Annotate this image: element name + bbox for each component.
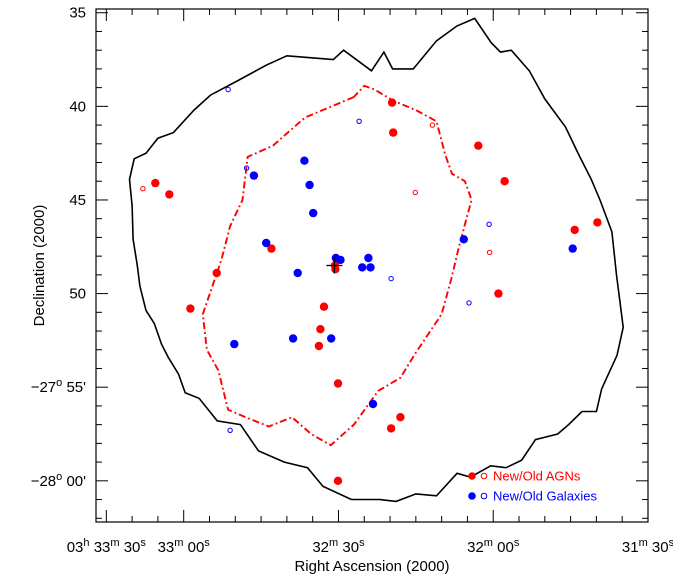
y-tick-label: −27o 55' xyxy=(31,377,86,396)
new-galaxies-point xyxy=(336,255,345,265)
new-galaxies-point xyxy=(368,399,378,409)
new-galaxies-point xyxy=(366,263,375,272)
x-axis-title: Right Ascension (2000) xyxy=(294,558,449,575)
new-galaxies-point xyxy=(305,180,314,190)
old-agns-point xyxy=(429,122,436,128)
new-agns-point xyxy=(319,302,329,311)
data-points xyxy=(140,86,602,485)
new-agns-point xyxy=(151,178,160,188)
old-galaxies-point xyxy=(388,275,394,282)
field-center-cross xyxy=(326,257,343,274)
y-tick-label: 35 xyxy=(69,5,86,22)
plot-frame xyxy=(95,8,649,523)
new-galaxies-point xyxy=(249,171,259,180)
new-agns-point xyxy=(494,289,503,298)
axis-ticks xyxy=(96,9,649,522)
new-agns-point xyxy=(386,424,396,433)
y-tick-labels: 35 40 45 50 −27o 55' −28o 00' xyxy=(31,5,86,490)
x-tick-label: 03h 33m 30s xyxy=(67,537,147,556)
old-agns-point xyxy=(412,189,418,196)
legend-entry-galaxies: New/Old Galaxies xyxy=(468,489,598,504)
old-agns-point xyxy=(486,249,493,256)
x-tick-label: 31m 30s xyxy=(622,537,673,556)
new-galaxies-point xyxy=(230,339,239,349)
outer-field-footprint xyxy=(128,17,625,503)
old-galaxies-point xyxy=(486,221,492,228)
x-tick-label: 32m 30s xyxy=(312,537,365,556)
legend-galaxy-filled-marker xyxy=(468,492,476,500)
new-galaxies-point xyxy=(459,235,468,244)
new-galaxies-point xyxy=(288,334,298,343)
legend: New/Old AGNs New/Old Galaxies xyxy=(468,469,598,504)
new-agns-point xyxy=(165,190,174,199)
new-galaxies-point xyxy=(262,238,271,248)
new-agns-point xyxy=(333,476,343,485)
legend-galaxy-open-marker xyxy=(480,492,488,500)
new-agns-point xyxy=(593,218,602,227)
old-galaxies-point xyxy=(243,165,250,171)
old-galaxies-point xyxy=(356,118,362,125)
legend-entry-agns: New/Old AGNs xyxy=(468,469,581,484)
y-tick-label: 50 xyxy=(69,286,86,303)
new-galaxies-point xyxy=(364,253,373,263)
new-agns-point xyxy=(396,413,405,422)
new-agns-point xyxy=(389,128,398,137)
old-galaxies-point xyxy=(225,86,231,93)
new-agns-point xyxy=(500,177,509,186)
new-galaxies-point xyxy=(300,156,309,165)
new-agns-point xyxy=(267,244,276,253)
new-agns-point xyxy=(316,325,325,334)
new-galaxies-point xyxy=(358,263,367,272)
legend-agn-open-marker xyxy=(480,472,488,480)
legend-agn-filled-marker xyxy=(468,472,476,480)
old-agns-point xyxy=(140,186,146,192)
legend-galaxy-label: New/Old Galaxies xyxy=(493,489,598,504)
new-agns-point xyxy=(570,225,579,235)
old-galaxies-point xyxy=(227,427,233,433)
new-agns-point xyxy=(212,268,221,278)
new-agns-point xyxy=(314,341,324,351)
old-galaxies-point xyxy=(466,300,472,306)
new-galaxies-point xyxy=(309,208,318,218)
y-tick-label: −28o 00' xyxy=(31,471,86,490)
new-galaxies-point xyxy=(327,334,336,343)
x-tick-label: 33m 00s xyxy=(158,537,211,556)
new-agns-point xyxy=(474,141,483,150)
x-tick-label: 32m 00s xyxy=(467,537,520,556)
new-agns-point xyxy=(387,98,397,107)
y-axis-title: Declination (2000) xyxy=(31,205,48,327)
new-agns-point xyxy=(186,304,195,313)
legend-agn-label: New/Old AGNs xyxy=(493,469,581,484)
y-tick-label: 40 xyxy=(69,98,86,115)
new-galaxies-point xyxy=(568,244,577,253)
new-galaxies-point xyxy=(293,268,302,278)
new-agns-point xyxy=(333,379,343,388)
y-tick-label: 45 xyxy=(69,192,86,209)
inner-field-footprint xyxy=(201,84,473,447)
x-tick-labels: 03h 33m 30s 33m 00s 32m 30s 32m 00s 31m 30s xyxy=(67,537,673,556)
